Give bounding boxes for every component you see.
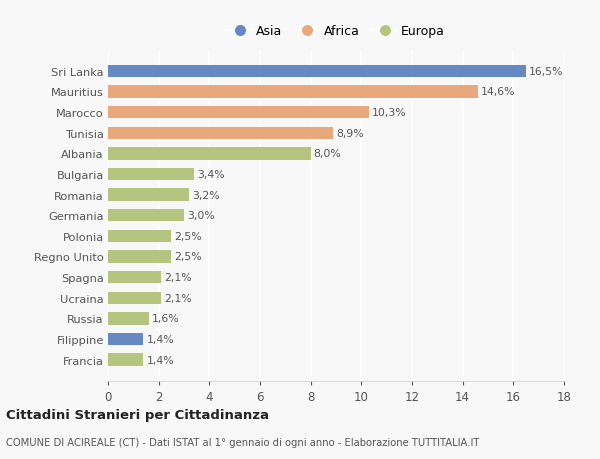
Bar: [108, 271, 161, 284]
Bar: [108, 292, 161, 304]
Bar: [108, 86, 478, 98]
Bar: [108, 230, 172, 242]
Bar: [108, 106, 369, 119]
Bar: [108, 313, 149, 325]
Text: 2,1%: 2,1%: [164, 293, 192, 303]
Text: 3,4%: 3,4%: [197, 169, 225, 179]
Text: 10,3%: 10,3%: [372, 108, 407, 118]
Bar: [108, 66, 526, 78]
Text: 1,6%: 1,6%: [152, 313, 179, 324]
Bar: [108, 251, 172, 263]
Text: 8,9%: 8,9%: [337, 129, 364, 139]
Legend: Asia, Africa, Europa: Asia, Africa, Europa: [223, 20, 449, 43]
Bar: [108, 333, 143, 345]
Text: 8,0%: 8,0%: [314, 149, 341, 159]
Text: 3,2%: 3,2%: [192, 190, 220, 200]
Text: 14,6%: 14,6%: [481, 87, 515, 97]
Text: Cittadini Stranieri per Cittadinanza: Cittadini Stranieri per Cittadinanza: [6, 408, 269, 421]
Bar: [108, 168, 194, 181]
Text: 1,4%: 1,4%: [146, 334, 174, 344]
Bar: [108, 210, 184, 222]
Bar: [108, 148, 311, 160]
Bar: [108, 353, 143, 366]
Bar: [108, 127, 334, 140]
Text: COMUNE DI ACIREALE (CT) - Dati ISTAT al 1° gennaio di ogni anno - Elaborazione T: COMUNE DI ACIREALE (CT) - Dati ISTAT al …: [6, 437, 479, 447]
Text: 2,5%: 2,5%: [175, 252, 202, 262]
Text: 3,0%: 3,0%: [187, 211, 215, 221]
Text: 16,5%: 16,5%: [529, 67, 563, 77]
Text: 2,1%: 2,1%: [164, 273, 192, 282]
Text: 2,5%: 2,5%: [175, 231, 202, 241]
Bar: [108, 189, 189, 202]
Text: 1,4%: 1,4%: [146, 355, 174, 365]
